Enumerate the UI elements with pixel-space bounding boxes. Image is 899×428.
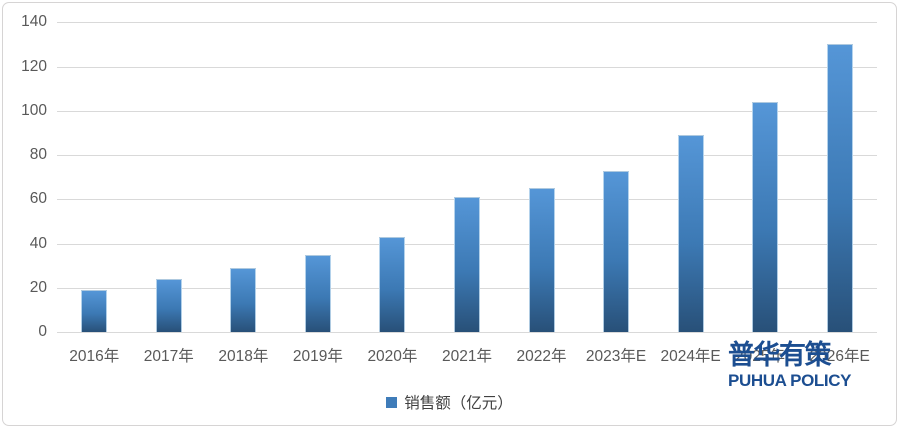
x-axis-label: 2026年E: [809, 348, 870, 365]
bar: [379, 237, 406, 333]
gridline: [57, 155, 877, 157]
x-axis-label: 2023年E: [585, 348, 647, 365]
bar: [81, 290, 108, 333]
bar: [826, 44, 853, 333]
y-axis-tick-label: 60: [29, 190, 47, 208]
x-axis-label: 2021年: [441, 348, 492, 365]
bar: [155, 279, 182, 333]
x-axis-label: 2017年: [143, 348, 194, 365]
y-axis-tick-label: 20: [29, 279, 47, 296]
gridline: [57, 332, 877, 334]
y-axis-tick-label: 0: [38, 323, 47, 341]
x-axis-label: 2016年: [69, 348, 120, 365]
y-axis-tick-label: 80: [29, 146, 47, 164]
bar: [454, 197, 480, 333]
bar: [752, 102, 779, 333]
bar: [677, 135, 704, 333]
x-axis-label: 2025年E: [735, 348, 796, 365]
y-axis-tick-label: 40: [29, 234, 47, 252]
bar: [304, 254, 331, 333]
y-axis-tick-label: 140: [21, 13, 47, 31]
x-axis-label: 2022年: [516, 348, 567, 365]
gridline: [57, 22, 877, 24]
y-axis-tick-label: 100: [21, 101, 47, 119]
x-axis-label: 2018年: [218, 348, 269, 365]
bar: [603, 170, 630, 333]
bar: [230, 268, 257, 333]
legend: 销售额（亿元）: [0, 391, 899, 413]
gridline: [57, 66, 877, 68]
legend-label: 销售额（亿元）: [404, 395, 513, 412]
x-axis-label: 2020年: [367, 348, 418, 365]
gridline: [57, 110, 877, 112]
watermark-logo: 普华有策 PUHUA POLICY: [728, 340, 851, 389]
bar: [528, 188, 555, 333]
y-axis-tick-label: 120: [21, 57, 47, 75]
watermark-cn-text: 普华有策: [728, 340, 832, 370]
watermark-en-text: PUHUA POLICY: [728, 371, 852, 390]
legend-marker-icon: [386, 396, 398, 408]
x-axis-label: 2019年: [292, 348, 343, 365]
x-axis-label: 2024年E: [660, 348, 721, 365]
